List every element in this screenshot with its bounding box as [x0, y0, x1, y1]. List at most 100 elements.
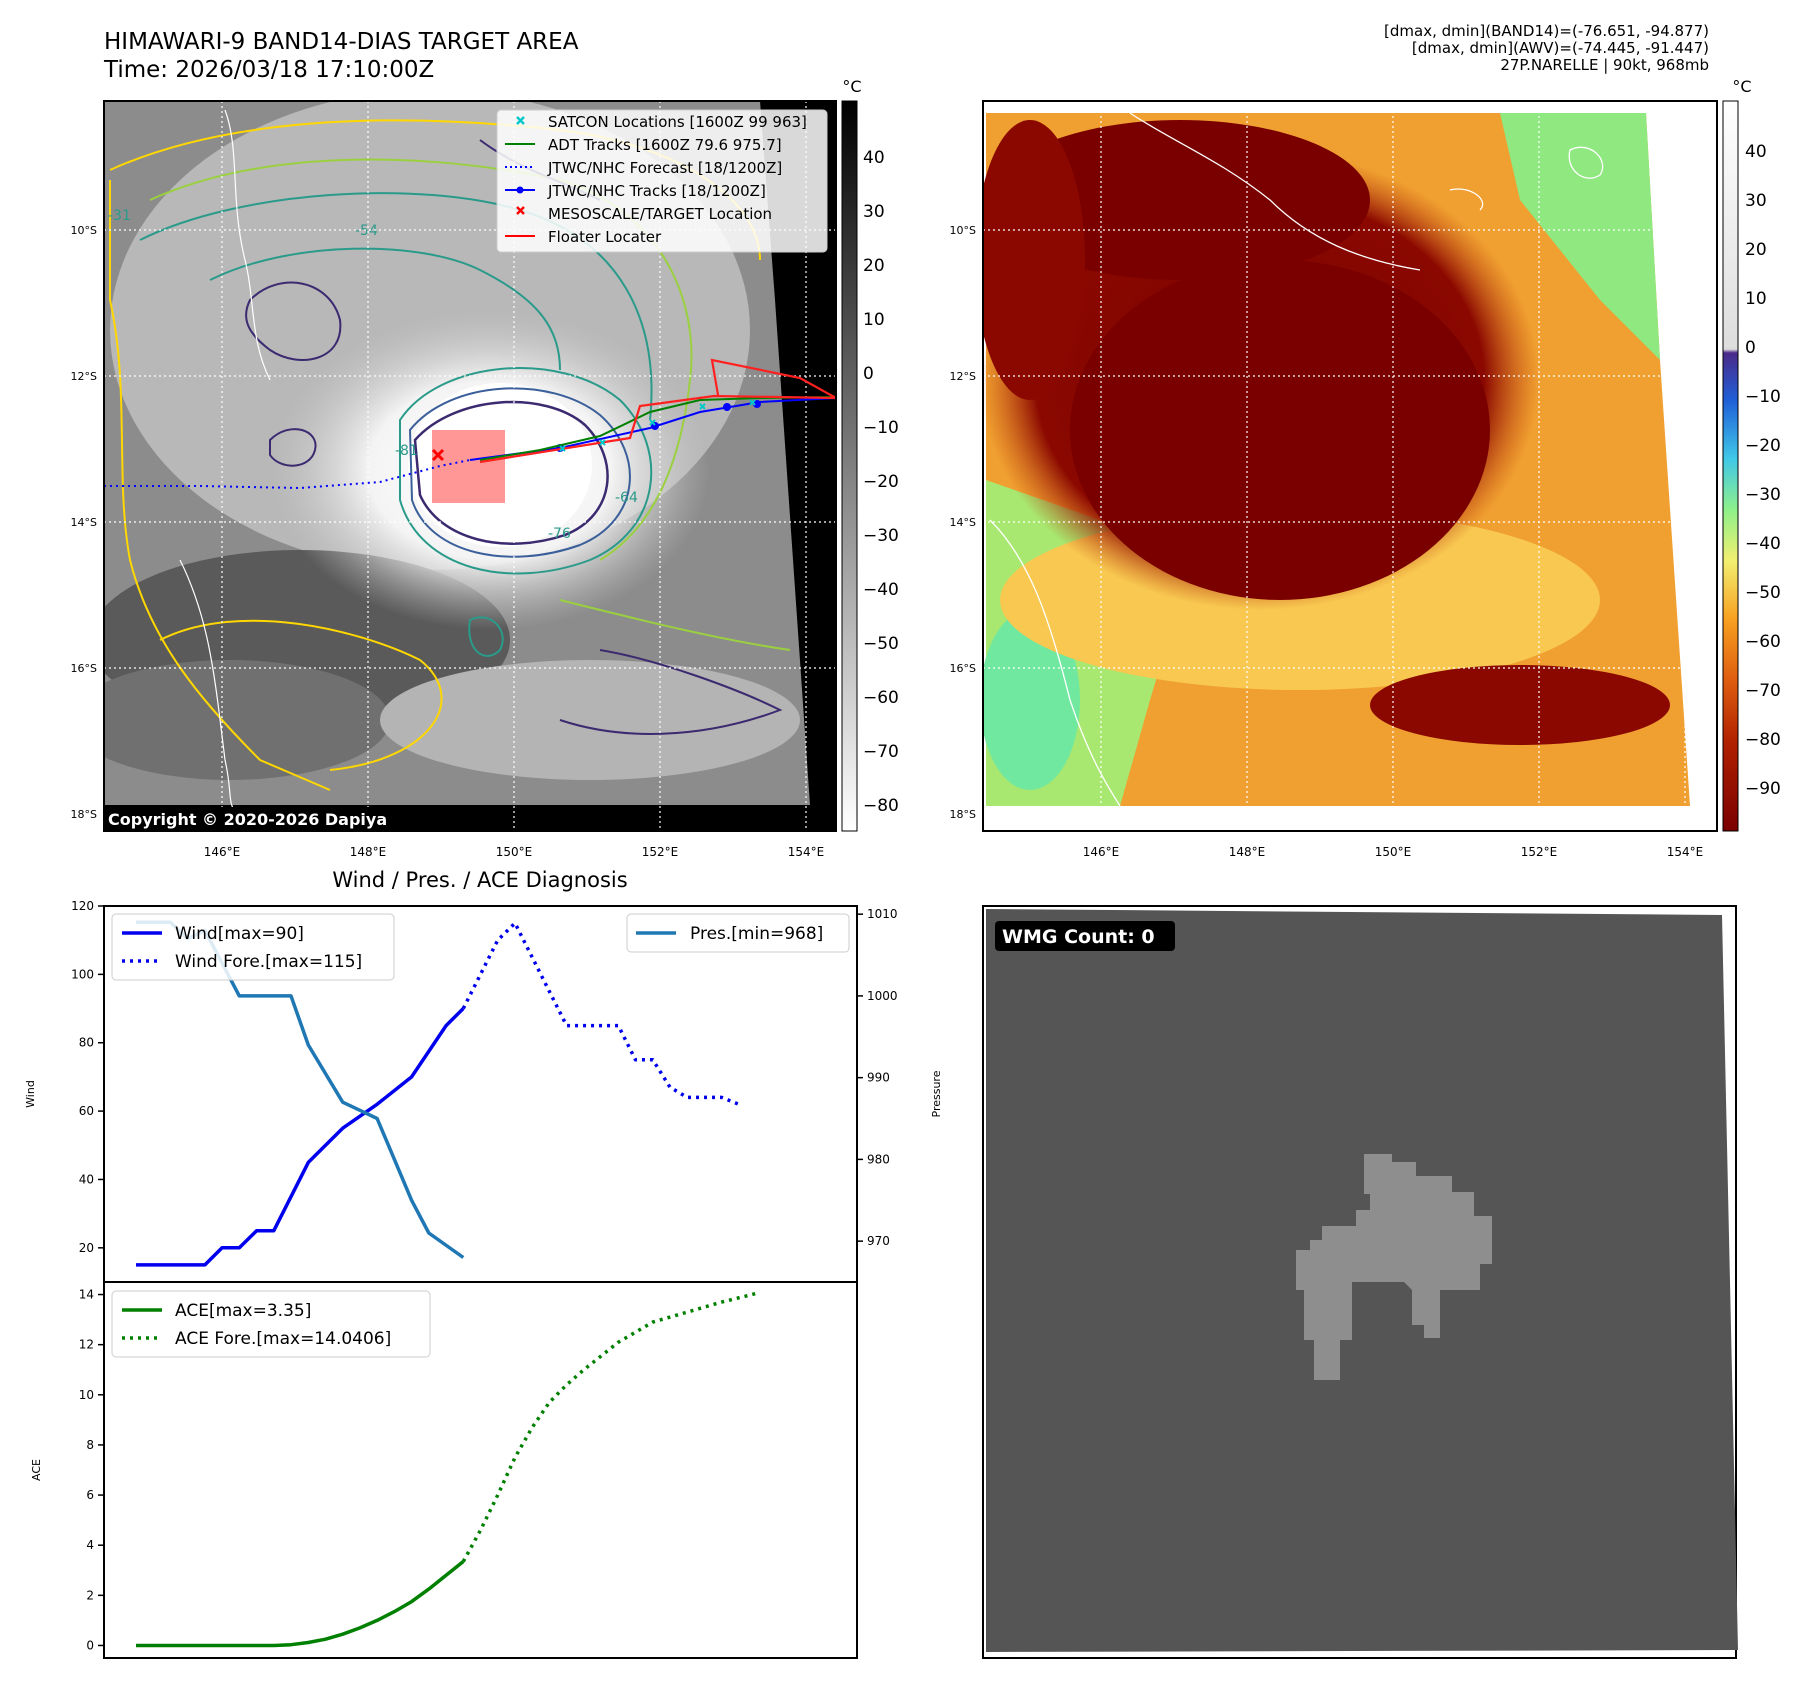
- contour-label-5: -81: [395, 443, 418, 459]
- lat-label-12s: 12°S: [71, 370, 97, 383]
- copyright-bg: [104, 807, 414, 831]
- svg-text:10°S: 10°S: [950, 224, 976, 237]
- colorbar-gray-unit: °C: [842, 77, 861, 96]
- lon-label-148e: 148°E: [350, 845, 387, 859]
- wind-axis-label: Wind: [24, 1080, 37, 1108]
- ir-map-border: [103, 100, 837, 832]
- series-line-wind-series-0: [136, 1007, 465, 1267]
- ace-tick-label-7: 14: [79, 1288, 94, 1302]
- ir-lon-labels: 146°E 148°E 150°E 152°E 154°E: [204, 845, 825, 859]
- colorbar-awv-ticks: 40 30 20 10 0 −10 −20 −30 −40 −50 −60 −7…: [1745, 142, 1781, 799]
- awv-map-panel: 10°S 12°S 14°S 16°S 18°S 146°E 148°E 150…: [950, 100, 1718, 859]
- pressure-tick-label-1: 980: [867, 1152, 890, 1166]
- lon-label-146e: 146°E: [204, 845, 241, 859]
- pressure-yticks: 970 980 990 1000 1010: [857, 907, 898, 1248]
- awv-coastline-1: [1129, 112, 1421, 271]
- svg-text:30: 30: [863, 202, 885, 222]
- pressure-axis-label: Pressure: [930, 1070, 943, 1117]
- mesoscale-target-marker: [431, 448, 445, 462]
- x-mark-icon: [516, 206, 525, 215]
- svg-text:−30: −30: [863, 526, 899, 546]
- pressure-tick-label-3: 1000: [867, 989, 898, 1003]
- svg-text:−20: −20: [1745, 436, 1781, 456]
- jtwc-forecast-track: [104, 459, 471, 490]
- mesoscale-target-box: [432, 430, 505, 503]
- svg-text:0: 0: [1745, 338, 1756, 358]
- svg-text:−80: −80: [1745, 730, 1781, 750]
- awv-island-2: [1449, 188, 1484, 211]
- legend-label-pressure: Pres.[min=968]: [690, 924, 823, 944]
- ace-tick-label-5: 10: [79, 1388, 94, 1402]
- pressure-tick-label-2: 990: [867, 1071, 890, 1085]
- wmg-panel: WMG Count: 0: [982, 905, 1738, 1659]
- lat-label-10s: 10°S: [71, 224, 97, 237]
- legend-label-wind: Wind[max=90]: [175, 924, 304, 944]
- svg-text:−30: −30: [1745, 485, 1781, 505]
- legend-item-target: MESOSCALE/TARGET Location: [516, 205, 772, 223]
- wmg-count-text: WMG Count: 0: [1002, 926, 1155, 948]
- lon-label-150e: 150°E: [496, 845, 533, 859]
- legend-label-target: MESOSCALE/TARGET Location: [548, 205, 772, 223]
- ace-chart: ACE 0 2 4 6 8 10 12 14 ACE[max=3.35] ACE Fore.[…: [30, 1281, 858, 1659]
- ir-map-panel: -31 -54 -64 -76 -81: [71, 100, 837, 859]
- svg-text:−50: −50: [1745, 583, 1781, 603]
- wmg-count-badge: [995, 921, 1175, 951]
- ace-tick-label-1: 2: [86, 1588, 94, 1602]
- ace-tick-label-4: 8: [86, 1438, 94, 1452]
- legend-label-adt: ADT Tracks [1600Z 79.6 975.7]: [548, 136, 782, 154]
- legend-label-satcon: SATCON Locations [1600Z 99 963]: [548, 113, 807, 131]
- svg-text:30: 30: [1745, 191, 1767, 211]
- contour-label-2: -54: [355, 223, 378, 239]
- awv-dry-north: [990, 120, 1370, 280]
- legend-label-ace: ACE[max=3.35]: [175, 1301, 311, 1321]
- adt-track: [479, 396, 836, 461]
- svg-text:40: 40: [863, 148, 885, 168]
- ace-axis-label: ACE: [30, 1459, 43, 1481]
- contour-label-4: -76: [548, 526, 571, 542]
- ace-tick-label-3: 6: [86, 1488, 94, 1502]
- wind-tick-label-3: 80: [79, 1036, 94, 1050]
- wind-pressure-chart: Wind Pressure 20 40 60 80 100 120 970 980 990 10…: [24, 899, 943, 1283]
- ir-rainband-south: [380, 660, 800, 780]
- svg-text:−60: −60: [1745, 632, 1781, 652]
- svg-text:16°S: 16°S: [950, 662, 976, 675]
- svg-text:20: 20: [863, 256, 885, 276]
- info-line-1: [dmax, dmin](BAND14)=(-76.651, -94.877): [1384, 22, 1709, 40]
- ace-yticks: 0 2 4 6 8 10 12 14: [79, 1288, 104, 1652]
- wind-yticks: 20 40 60 80 100 120: [71, 899, 104, 1255]
- colorbar-awv-unit: °C: [1732, 77, 1751, 96]
- ace-tick-label-2: 4: [86, 1538, 94, 1552]
- svg-text:−20: −20: [863, 472, 899, 492]
- svg-text:10: 10: [1745, 289, 1767, 309]
- intensity-info: [dmax, dmin](BAND14)=(-76.651, -94.877) …: [1384, 23, 1709, 74]
- diagnosis-title: Wind / Pres. / ACE Diagnosis: [332, 868, 627, 892]
- ir-coastline-2: [179, 559, 236, 811]
- pressure-tick-label-0: 970: [867, 1234, 890, 1248]
- svg-text:152°E: 152°E: [1521, 845, 1558, 859]
- series-line-ace-series-1: [461, 1291, 757, 1563]
- svg-text:−70: −70: [863, 742, 899, 762]
- ace-legend: ACE[max=3.35] ACE Fore.[max=14.0406]: [111, 1290, 431, 1358]
- ir-lat-labels: 10°S 12°S 14°S 16°S 18°S: [71, 224, 97, 821]
- ir-coastline-1: [224, 109, 271, 381]
- svg-text:−10: −10: [863, 418, 899, 438]
- svg-text:148°E: 148°E: [1229, 845, 1266, 859]
- svg-text:−10: −10: [1745, 387, 1781, 407]
- lat-label-16s: 16°S: [71, 662, 97, 675]
- ace-tick-label-6: 12: [79, 1338, 94, 1352]
- svg-text:154°E: 154°E: [1667, 845, 1704, 859]
- awv-lon-labels: 146°E 148°E 150°E 152°E 154°E: [1083, 845, 1704, 859]
- awv-map-border: [982, 100, 1718, 832]
- legend-label-wind-forecast: Wind Fore.[max=115]: [175, 952, 362, 972]
- wind-tick-label-5: 120: [71, 899, 94, 913]
- copyright-text: Copyright © 2020-2026 Dapiya: [108, 810, 387, 829]
- ir-map-legend: SATCON Locations [1600Z 99 963] ADT Trac…: [496, 109, 828, 253]
- svg-text:40: 40: [1745, 142, 1767, 162]
- svg-text:−90: −90: [1745, 779, 1781, 799]
- legend-item-floater: Floater Locater: [505, 228, 662, 246]
- awv-dry-west: [983, 120, 1085, 400]
- svg-text:−40: −40: [863, 580, 899, 600]
- legend-label-tracks: JTWC/NHC Tracks [18/1200Z]: [547, 182, 766, 200]
- figure-title: HIMAWARI-9 BAND14-DIAS TARGET AREA Time:…: [104, 28, 578, 84]
- awv-island-1: [1568, 146, 1604, 179]
